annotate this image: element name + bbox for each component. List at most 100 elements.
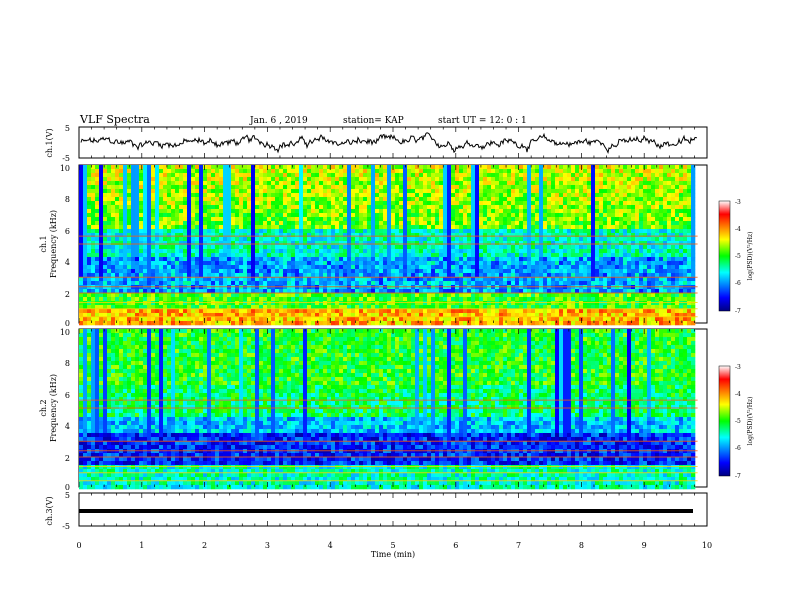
spectrogram-cell <box>135 305 140 310</box>
spectrogram-cell <box>355 209 360 214</box>
spectrogram-cell <box>331 185 336 190</box>
spectrogram-cell <box>259 269 264 274</box>
spectrogram-cell <box>419 217 424 222</box>
spectrogram-cell <box>451 309 456 314</box>
spectrogram-cell <box>531 297 536 302</box>
spectrogram-cell <box>359 245 364 250</box>
spectrogram-cell <box>335 241 340 246</box>
spectrogram-cell <box>291 189 296 194</box>
spectrogram-cell <box>547 177 552 182</box>
spectrogram-cell <box>467 313 472 318</box>
spectrogram-cell <box>315 173 320 178</box>
spectrogram-cell <box>387 245 392 250</box>
spectrogram-cell <box>275 237 280 242</box>
spectrogram-cell <box>519 197 524 202</box>
spectrogram-cell <box>563 165 568 170</box>
spectrogram-cell <box>355 253 360 258</box>
spectrogram-cell <box>555 233 560 238</box>
spectrogram-cell <box>419 213 424 218</box>
spectrogram-cell <box>363 189 368 194</box>
spectrogram-cell <box>147 225 152 230</box>
spectrogram-cell <box>519 201 524 206</box>
spectrogram-cell <box>531 177 536 182</box>
spectrogram-cell <box>471 277 476 282</box>
spectrogram-cell <box>571 181 576 186</box>
spectrogram-cell <box>347 185 352 190</box>
spectrogram-cell <box>467 261 472 266</box>
spectrogram-cell <box>219 229 224 234</box>
spectrogram-cell <box>243 321 248 326</box>
spectrogram-cell <box>207 261 212 266</box>
spectrogram-cell <box>251 293 256 298</box>
spectrogram-cell <box>363 309 368 314</box>
spectrogram-cell <box>471 165 476 170</box>
spectrogram-cell <box>499 293 504 298</box>
spectrogram-cell <box>351 305 356 310</box>
spectrogram-cell <box>323 289 328 294</box>
spectrogram-cell <box>375 177 380 182</box>
spectrogram-cell <box>423 205 428 210</box>
spectrogram-cell <box>311 281 316 286</box>
spectrogram-cell <box>327 221 332 226</box>
spectrogram-cell <box>203 265 208 270</box>
spectrogram-cell <box>275 305 280 310</box>
spectrogram-cell <box>523 209 528 214</box>
spectrogram-cell <box>267 193 272 198</box>
spectrogram-cell <box>455 257 460 262</box>
spectrogram-cell <box>239 217 244 222</box>
spectrogram-cell <box>415 201 420 206</box>
spectrogram-cell <box>107 189 112 194</box>
spectrogram-cell <box>575 253 580 258</box>
spectrogram-cell <box>167 297 172 302</box>
spectrogram-cell <box>183 165 188 170</box>
spectrogram-cell <box>359 273 364 278</box>
spectrogram-cell <box>359 253 364 258</box>
spectrogram-cell <box>139 277 144 282</box>
spectrogram-cell <box>283 245 288 250</box>
spectrogram-cell <box>207 273 212 278</box>
spectrogram-cell <box>239 201 244 206</box>
spectrogram-cell <box>443 233 448 238</box>
spectrogram-cell <box>495 293 500 298</box>
spectrogram-cell <box>135 193 140 198</box>
spectrogram-cell <box>411 281 416 286</box>
spectrogram-cell <box>535 273 540 278</box>
spectrogram-cell <box>523 265 528 270</box>
spectrogram-cell <box>135 233 140 238</box>
spectrogram-cell <box>351 193 356 198</box>
spectrogram-cell <box>387 233 392 238</box>
spectrogram-cell <box>363 233 368 238</box>
spectrogram-cell <box>319 313 324 318</box>
spectrogram-cell <box>479 293 484 298</box>
spectrogram-cell <box>431 249 436 254</box>
spectrogram-cell <box>311 181 316 186</box>
spectrogram-cell <box>227 297 232 302</box>
spectrogram-cell <box>175 237 180 242</box>
spectrogram-cell <box>267 185 272 190</box>
spectrogram-cell <box>371 269 376 274</box>
spectrogram-cell <box>267 257 272 262</box>
spectrogram-cell <box>147 317 152 322</box>
spectrogram-cell <box>239 209 244 214</box>
spectrogram-cell <box>563 237 568 242</box>
spectrogram-cell <box>455 321 460 326</box>
spectrogram-cell <box>551 169 556 174</box>
spectrogram-cell <box>483 233 488 238</box>
spectrogram-cell <box>567 233 572 238</box>
spectrogram-cell <box>499 305 504 310</box>
spectrogram-cell <box>119 257 124 262</box>
spectrogram-cell <box>279 289 284 294</box>
spectrogram-cell <box>103 189 108 194</box>
spectrogram-cell <box>371 237 376 242</box>
spectrogram-cell <box>463 185 468 190</box>
spectrogram-cell <box>271 201 276 206</box>
spectrogram-cell <box>399 241 404 246</box>
spectrogram-cell <box>479 213 484 218</box>
spectrogram-cell <box>459 245 464 250</box>
spectrogram-cell <box>79 169 84 174</box>
spectrogram-cell <box>559 221 564 226</box>
spectrogram-cell <box>191 213 196 218</box>
spectrogram-cell <box>431 269 436 274</box>
spectrogram-cell <box>79 209 84 214</box>
spectrogram-cell <box>475 289 480 294</box>
